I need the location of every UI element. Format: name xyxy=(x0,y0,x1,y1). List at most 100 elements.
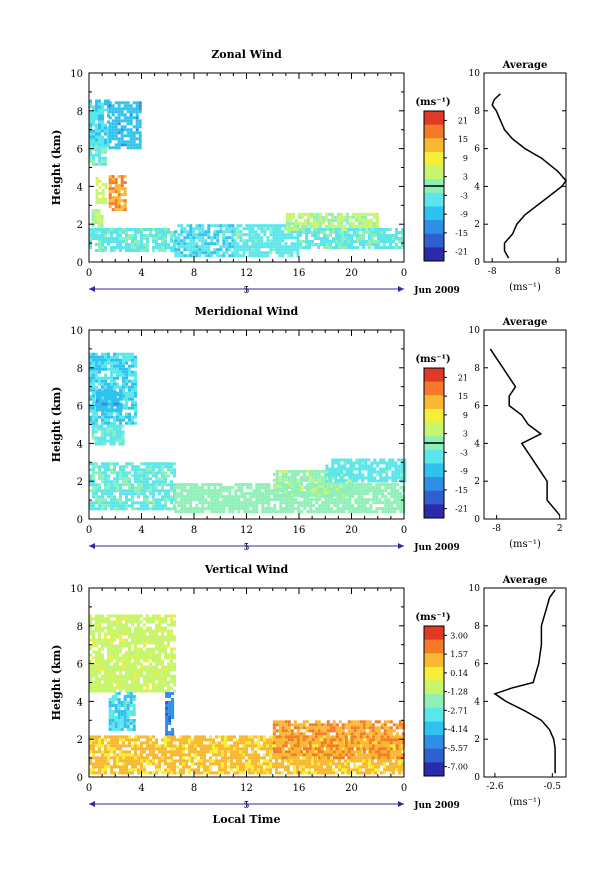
heatmap-cell xyxy=(216,233,220,237)
heatmap-cell xyxy=(120,722,124,725)
heatmap-cell xyxy=(119,373,122,377)
heatmap-cell xyxy=(98,102,101,106)
heatmap-cell xyxy=(100,430,104,434)
heatmap-cell xyxy=(113,507,116,511)
heatmap-cell xyxy=(125,361,128,365)
heatmap-cell xyxy=(167,735,170,739)
heatmap-cell xyxy=(101,352,104,356)
heatmap-cell xyxy=(89,747,92,751)
heatmap-cell xyxy=(119,483,122,487)
heatmap-cell xyxy=(239,747,242,751)
heatmap-cell xyxy=(92,117,95,121)
heatmap-cell xyxy=(110,768,113,772)
y-tick-label: 0 xyxy=(77,258,83,269)
heatmap-cell xyxy=(126,704,130,707)
heatmap-cell xyxy=(278,738,281,742)
heatmap-cell xyxy=(194,756,197,760)
heatmap-cell xyxy=(155,501,158,505)
heatmap-cell xyxy=(358,476,362,480)
heatmap-cell xyxy=(401,234,404,237)
heatmap-cell xyxy=(98,471,101,475)
heatmap-cell xyxy=(104,492,107,496)
heatmap-cell xyxy=(143,680,146,684)
heatmap-cell xyxy=(140,686,143,690)
heatmap-cell xyxy=(201,239,205,243)
heatmap-cell xyxy=(260,765,263,769)
heatmap-cell xyxy=(98,465,101,469)
heatmap-cell xyxy=(116,237,119,240)
heatmap-cell xyxy=(396,501,400,505)
heatmap-cell xyxy=(95,626,98,630)
heatmap-cell xyxy=(251,753,254,757)
heatmap-cell xyxy=(161,498,164,502)
heatmap-cell xyxy=(113,408,117,412)
heatmap-cell xyxy=(129,704,133,707)
heatmap-cell xyxy=(284,765,287,769)
heatmap-cell xyxy=(143,489,146,493)
heatmap-cell xyxy=(161,228,164,231)
heatmap-cell xyxy=(104,150,107,154)
heatmap-cell xyxy=(284,475,288,479)
heatmap-cell xyxy=(100,433,104,437)
heatmap-cell xyxy=(380,231,383,234)
heatmap-cell xyxy=(128,744,131,748)
heatmap-cell xyxy=(186,495,190,499)
heatmap-cell xyxy=(380,246,383,249)
heatmap-cell xyxy=(358,461,362,465)
heatmap-cell xyxy=(95,132,98,136)
heatmap-cell xyxy=(143,665,146,669)
heatmap-cell xyxy=(287,475,291,479)
heatmap-cell xyxy=(107,747,110,751)
heatmap-cell xyxy=(134,632,137,636)
heatmap-cell xyxy=(92,474,95,478)
heatmap-cell xyxy=(92,683,95,687)
heatmap-cell xyxy=(104,379,107,383)
heatmap-cell xyxy=(143,501,146,505)
heatmap-cell xyxy=(167,638,170,642)
heatmap-cell xyxy=(95,376,98,380)
heatmap-cell xyxy=(125,671,128,675)
heatmap-cell xyxy=(110,382,113,386)
heatmap-cell xyxy=(245,248,249,252)
heatmap-cell xyxy=(103,439,107,443)
heatmap-cell xyxy=(219,227,223,231)
heatmap-cell xyxy=(98,246,101,249)
heatmap-cell xyxy=(97,212,101,216)
heatmap-cell xyxy=(107,689,110,693)
heatmap-cell xyxy=(330,218,334,222)
heatmap-cell xyxy=(389,246,392,249)
heatmap-cell xyxy=(245,224,249,228)
heatmap-cell xyxy=(303,498,307,502)
heatmap-cell xyxy=(89,117,92,121)
heatmap-cell xyxy=(369,486,373,490)
heatmap-cell xyxy=(137,744,140,748)
heatmap-cell xyxy=(353,240,356,243)
heatmap-cell xyxy=(174,254,178,258)
heatmap-cell xyxy=(186,489,190,493)
heatmap-cell xyxy=(104,747,107,751)
colorbar-tick-label: 3 xyxy=(463,430,468,439)
heatmap-cell xyxy=(213,489,217,493)
heatmap-cell xyxy=(161,668,164,672)
heatmap-cell xyxy=(377,246,380,249)
heatmap-cell xyxy=(341,246,344,249)
heatmap-cell xyxy=(331,461,335,465)
heatmap-cell xyxy=(325,473,329,477)
heatmap-cell xyxy=(263,224,267,228)
heatmap-cell xyxy=(120,713,124,716)
heatmap-cell xyxy=(171,731,175,734)
heatmap-cell xyxy=(125,623,128,627)
heatmap-cell xyxy=(224,756,227,760)
y-tick-label: 6 xyxy=(77,145,83,156)
heatmap-cell xyxy=(129,104,133,108)
heatmap-cell xyxy=(110,240,113,243)
heatmap-cell xyxy=(290,762,293,766)
heatmap-cell xyxy=(302,768,305,772)
heatmap-cell xyxy=(327,212,331,216)
heatmap-cell xyxy=(348,215,352,219)
heatmap-cell xyxy=(245,239,249,243)
heatmap-cell xyxy=(131,635,134,639)
heatmap-cell xyxy=(355,458,359,462)
heatmap-cell xyxy=(351,215,355,219)
